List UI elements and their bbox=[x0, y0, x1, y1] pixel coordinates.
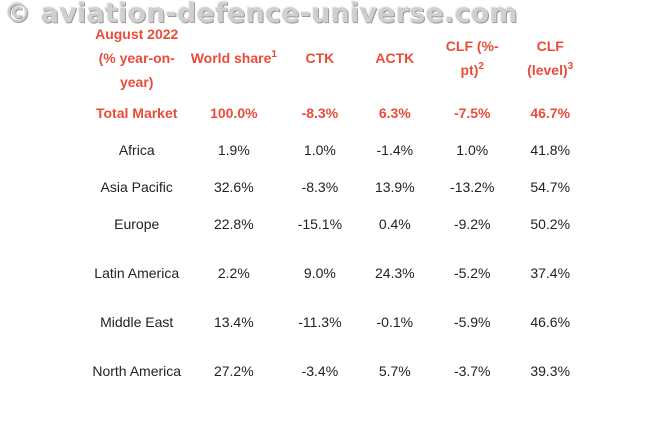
table-header: August 2022 (% year-on-year) World share… bbox=[88, 20, 588, 95]
cell-clf-level: 37.4% bbox=[530, 264, 571, 281]
header-period: August 2022 (% year-on-year) bbox=[95, 25, 179, 90]
header-world-share: World share1 bbox=[185, 20, 282, 95]
cell-region: North America bbox=[92, 362, 182, 379]
table-row-europe: Europe 22.8% -15.1% 0.4% -9.2% 50.2% bbox=[88, 205, 588, 242]
cell-clf-pt: -5.2% bbox=[453, 264, 491, 281]
cell-ctk: 1.0% bbox=[303, 141, 336, 158]
table-row-total-market: Total Market 100.0% -8.3% 6.3% -7.5% 46.… bbox=[88, 95, 588, 131]
table-row-middle-east: Middle East 13.4% -11.3% -0.1% -5.9% 46.… bbox=[88, 303, 588, 340]
cell-clf-pt: -9.2% bbox=[453, 215, 491, 232]
cell-world-share: 13.4% bbox=[213, 313, 254, 330]
cell-ctk: 9.0% bbox=[303, 264, 336, 281]
table-row-latin-america: Latin America 2.2% 9.0% 24.3% -5.2% 37.4… bbox=[88, 242, 588, 303]
cell-actk: -0.1% bbox=[376, 313, 414, 330]
table-row-africa: Africa 1.9% 1.0% -1.4% 1.0% 41.8% bbox=[88, 131, 588, 168]
header-clf-level: CLF (level)3 bbox=[512, 20, 588, 95]
header-row: August 2022 (% year-on-year) World share… bbox=[88, 20, 588, 95]
cell-world-share: 27.2% bbox=[213, 362, 254, 379]
cell-clf-level: 46.7% bbox=[530, 105, 571, 121]
cell-clf-pt: -5.9% bbox=[453, 313, 491, 330]
cell-world-share: 32.6% bbox=[213, 178, 254, 195]
cell-clf-level: 54.7% bbox=[530, 178, 571, 195]
header-clf-level-label: CLF (level) bbox=[527, 37, 568, 78]
cell-actk: 0.4% bbox=[378, 215, 411, 232]
cell-world-share: 1.9% bbox=[217, 141, 250, 158]
footnote-3: 3 bbox=[567, 60, 574, 72]
cell-region: Middle East bbox=[100, 313, 174, 330]
cell-actk: -1.4% bbox=[376, 141, 414, 158]
cell-clf-level: 39.3% bbox=[530, 362, 571, 379]
cell-clf-level: 46.6% bbox=[530, 313, 571, 330]
watermark: © aviation-defence-universe.com bbox=[4, 0, 518, 29]
cell-clf-pt: 1.0% bbox=[456, 141, 489, 158]
cell-clf-pt: -7.5% bbox=[453, 105, 491, 121]
table-body: Total Market 100.0% -8.3% 6.3% -7.5% 46.… bbox=[88, 95, 588, 401]
cargo-market-table: August 2022 (% year-on-year) World share… bbox=[88, 20, 588, 401]
cell-clf-level: 41.8% bbox=[530, 141, 571, 158]
table-row-north-america: North America 27.2% -3.4% 5.7% -3.7% 39.… bbox=[88, 340, 588, 401]
header-clf-pt: CLF (%-pt)2 bbox=[432, 20, 512, 95]
cell-world-share: 22.8% bbox=[213, 215, 254, 232]
cell-region: Africa bbox=[118, 141, 155, 158]
cell-actk: 5.7% bbox=[378, 362, 411, 379]
cell-world-share: 100.0% bbox=[210, 105, 258, 121]
cell-region: Total Market bbox=[95, 105, 178, 121]
cell-ctk: -11.3% bbox=[298, 313, 342, 330]
footnote-2: 2 bbox=[478, 60, 484, 72]
cell-region: Latin America bbox=[94, 264, 180, 281]
cell-ctk: -15.1% bbox=[297, 215, 343, 232]
cell-actk: 13.9% bbox=[374, 178, 415, 195]
header-actk: ACTK bbox=[375, 49, 415, 66]
cell-clf-pt: -13.2% bbox=[450, 178, 495, 195]
cell-region: Europe bbox=[114, 215, 160, 232]
footnote-1: 1 bbox=[271, 48, 277, 60]
cell-ctk: -8.3% bbox=[301, 105, 339, 121]
cell-world-share: 2.2% bbox=[217, 264, 250, 281]
cell-clf-pt: -3.7% bbox=[453, 362, 491, 379]
cell-clf-level: 50.2% bbox=[530, 215, 571, 232]
table-row-asia-pacific: Asia Pacific 32.6% -8.3% 13.9% -13.2% 54… bbox=[88, 168, 588, 205]
header-world-share-label: World share bbox=[190, 49, 272, 66]
cell-ctk: -3.4% bbox=[301, 362, 339, 379]
cell-ctk: -8.3% bbox=[301, 178, 339, 195]
header-ctk: CTK bbox=[305, 49, 335, 66]
cell-actk: 24.3% bbox=[374, 264, 415, 281]
header-clf-pt-label: CLF (%-pt) bbox=[445, 37, 499, 78]
cell-actk: 6.3% bbox=[378, 105, 411, 121]
cell-region: Asia Pacific bbox=[100, 178, 173, 195]
